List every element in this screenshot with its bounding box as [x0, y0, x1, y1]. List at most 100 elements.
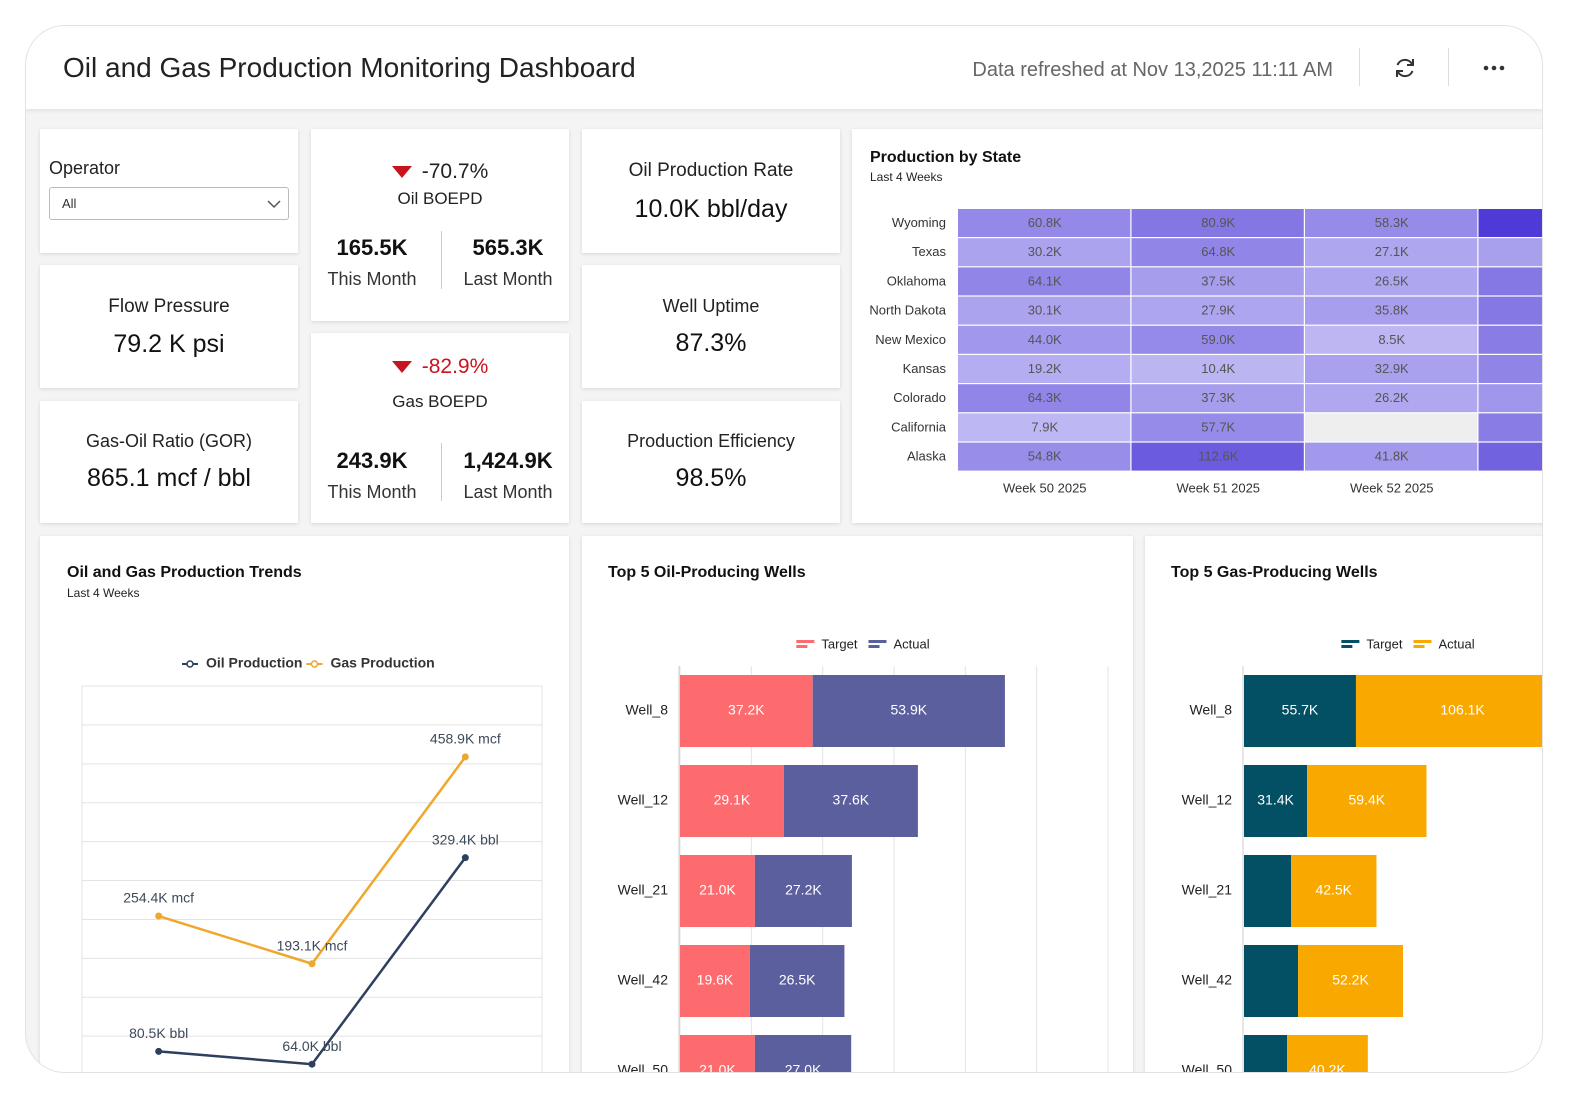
heat-cell: [1131, 267, 1304, 296]
heat-cell: [1478, 442, 1542, 471]
filter-card: Operator All: [40, 129, 298, 253]
data-label: 21.0K: [699, 882, 736, 898]
cell-label: 112.6K: [1198, 449, 1239, 464]
bar: [1244, 765, 1308, 837]
data-label: 458.9K mcf: [430, 731, 501, 747]
bar: [749, 945, 845, 1017]
row-label: New Mexico: [875, 332, 946, 347]
cell-label: 64.8K: [1201, 244, 1235, 259]
heatmap-chart: Production by State Last 4 Weeks Wyoming 60…: [869, 149, 1542, 495]
this-month-value: 243.9K: [336, 448, 408, 473]
cell-label: 64.3K: [1028, 390, 1062, 405]
data-label: 37.6K: [833, 792, 870, 808]
bar: [1244, 1035, 1288, 1072]
heat-cell: [1305, 384, 1478, 413]
chart-card: Top 5 Oil-Producing Wells Target Actual Wel…: [582, 536, 1133, 1072]
chart-title: Production by State: [870, 149, 1021, 166]
data-label: 37.2K: [728, 702, 765, 718]
series-line: [158, 756, 467, 966]
cell-label: 80.9K: [1201, 215, 1235, 230]
bar: [680, 855, 755, 927]
cell-label: 30.1K: [1028, 303, 1062, 318]
heat-cell: [1305, 296, 1478, 325]
down-triangle: [391, 361, 412, 373]
row-label: California: [891, 419, 947, 434]
kpi-label: Oil BOEPD: [397, 189, 483, 208]
heat-cell: [1131, 238, 1304, 267]
heat-cell: [1131, 209, 1304, 237]
dot: [1491, 65, 1497, 71]
heat-cell: [1478, 296, 1542, 325]
cell-label: 54.8K: [1028, 449, 1062, 464]
line-chart: Oil and Gas Production Trends Last 4 Week…: [67, 564, 543, 1072]
legend-label: Target: [1366, 636, 1403, 651]
heat-cell: [1305, 209, 1478, 237]
cell-label: 10.4K: [1201, 361, 1235, 376]
legend-icon: [1413, 645, 1425, 648]
legend-icon: [1341, 645, 1353, 648]
bar: [754, 855, 852, 927]
kpi-card: -82.9% Gas BOEPD 243.9K This Month 1,424…: [311, 333, 569, 523]
heat-cell: [1305, 267, 1478, 296]
bar: [1355, 675, 1542, 747]
heat-cell: [1131, 413, 1304, 442]
chart-title: Top 5 Gas-Producing Wells: [1171, 564, 1378, 581]
cell-label: 58.3K: [1375, 215, 1409, 230]
kpi-label: Production Efficiency: [627, 431, 795, 451]
bar-chart: Top 5 Oil-Producing Wells Target Actual Wel…: [608, 564, 1109, 1072]
legend: Target Actual: [796, 636, 930, 651]
chart-title: Top 5 Oil-Producing Wells: [608, 564, 806, 581]
kpi-value: 98.5%: [675, 464, 747, 492]
legend-icon: [796, 640, 815, 643]
cell-label: 27.9K: [1201, 303, 1235, 318]
cell-label: 26.2K: [1375, 390, 1409, 405]
kpi-label: Flow Pressure: [108, 296, 230, 317]
cell-label: 44.0K: [1028, 332, 1062, 347]
refresh-arc: [1396, 58, 1413, 66]
heat-cell: [958, 325, 1131, 354]
operator-select[interactable]: All: [49, 187, 289, 220]
cell-label: 19.2K: [1028, 361, 1062, 376]
bar: [680, 1035, 755, 1072]
data-label: 27.2K: [785, 882, 822, 898]
point: [308, 1060, 316, 1068]
legend-label: Target: [821, 636, 858, 651]
more-button[interactable]: [1481, 58, 1507, 78]
cell-label: 27.1K: [1375, 244, 1409, 259]
heat-cell: [958, 442, 1131, 471]
kpi-label: Gas-Oil Ratio (GOR): [85, 431, 253, 451]
dot: [1499, 65, 1505, 71]
heat-cell: [1131, 296, 1304, 325]
bar: [1244, 945, 1299, 1017]
bar: [680, 945, 750, 1017]
kpi-value: 87.3%: [675, 329, 747, 357]
bar: [1291, 855, 1377, 927]
y-tick-label: Well_8: [625, 702, 668, 718]
point: [461, 854, 469, 862]
refresh-arrow: [1396, 70, 1403, 77]
cell-label: 7.9K: [1031, 419, 1058, 434]
data-label: 52.2K: [1332, 972, 1369, 988]
dashboard: Oil and Gas Production Monitoring Dashbo…: [25, 25, 1543, 1073]
bar-chart: Top 5 Gas-Producing Wells Target Actual Wel…: [1171, 564, 1542, 1072]
divider: [1448, 48, 1449, 86]
filter-label: Operator: [49, 158, 121, 178]
refresh-button[interactable]: [1392, 55, 1418, 81]
data-label: 26.5K: [779, 972, 816, 988]
down-triangle: [391, 166, 412, 178]
data-label: 31.4K: [1257, 792, 1294, 808]
data-label: 19.6K: [697, 972, 734, 988]
heat-cell: [1478, 384, 1542, 413]
bar: [680, 765, 784, 837]
cell-label: 59.0K: [1201, 332, 1235, 347]
cell-label: 26.5K: [1375, 273, 1409, 288]
heat-cell: [958, 267, 1131, 296]
kpi-value: 865.1 mcf / bbl: [87, 464, 251, 492]
point: [308, 960, 316, 968]
divider: [441, 231, 442, 289]
point: [155, 912, 163, 920]
x-tick-label: Week 50 2025: [1003, 480, 1087, 495]
heat-cell: [958, 355, 1131, 383]
legend-icon: [1341, 640, 1360, 643]
chart-title: Oil and Gas Production Trends: [67, 564, 302, 581]
